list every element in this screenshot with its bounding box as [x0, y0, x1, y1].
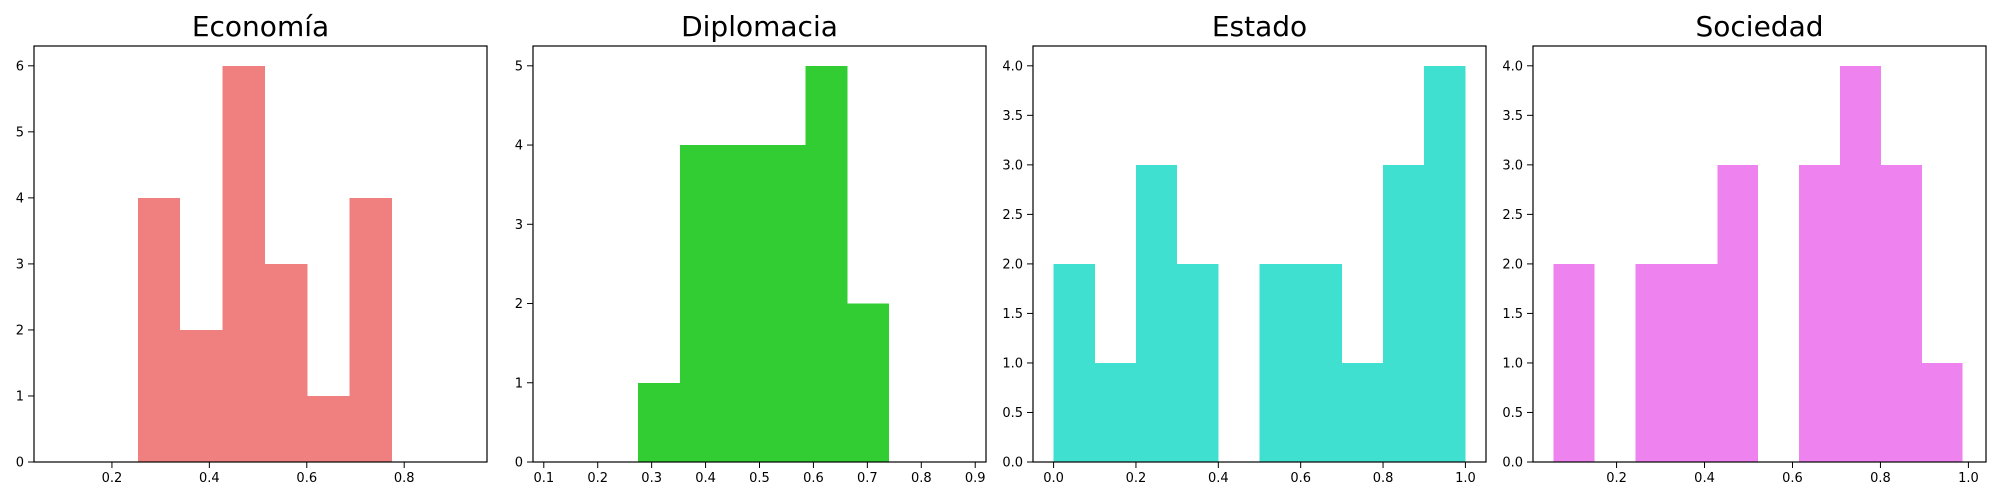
chart-panel-1: Economía 0.2 0.4 0.6 0.8 0 1 2 3 4 5 6: [16, 10, 488, 486]
chart-title: Diplomacia: [681, 10, 838, 43]
histogram-bar: [680, 145, 722, 463]
x-tick-label: 0.2: [1606, 471, 1627, 486]
x-tick-label: 0.6: [803, 471, 824, 486]
y-tick-label: 1.5: [1502, 307, 1523, 322]
histogram-bar: [1259, 263, 1301, 462]
histogram-bar: [137, 197, 181, 462]
x-tick-label: 0.8: [1870, 471, 1891, 486]
y-tick-label: 4: [515, 139, 523, 154]
chart-title: Estado: [1212, 10, 1307, 43]
y-tick-label: 3.0: [1502, 158, 1523, 173]
y-tick-label: 2.5: [1502, 208, 1523, 223]
y-tick-label: 0.0: [1002, 456, 1023, 471]
y-tick-label: 2.0: [1502, 257, 1523, 272]
y-tick-label: 0.0: [1502, 456, 1523, 471]
histogram-bar: [805, 65, 848, 463]
y-tick-label: 5: [515, 59, 523, 74]
y-tick-label: 0.5: [1002, 406, 1023, 421]
histogram-bar: [763, 145, 806, 463]
histogram-bar: [264, 263, 308, 462]
histogram-bar: [349, 197, 393, 462]
chart-panel-4: Sociedad 0.2 0.4 0.6 0.8 1.0 0.0 0.5 1.0 1.5 2.0 2.…: [1502, 10, 1987, 486]
axes-frame: [33, 45, 488, 463]
histogram-bar: [1177, 263, 1219, 462]
histogram-bar: [1341, 362, 1384, 462]
x-tick-label: 0.2: [1126, 471, 1147, 486]
y-tick-label: 3: [515, 218, 523, 233]
x-tick-label: 1.0: [1455, 471, 1476, 486]
x-tick-label: 0.3: [641, 471, 662, 486]
y-tick-label: 3.0: [1002, 158, 1023, 173]
y-tick-label: 4: [16, 191, 24, 206]
x-tick-label: 0.4: [695, 471, 716, 486]
y-tick-label: 1.5: [1002, 307, 1023, 322]
y-tick-label: 2.5: [1002, 208, 1023, 223]
histogram-bar: [638, 382, 681, 462]
x-tick-label: 0.4: [1208, 471, 1229, 486]
y-tick-label: 5: [16, 125, 24, 140]
histogram-bar: [1880, 164, 1922, 462]
histogram-bar: [1676, 263, 1718, 462]
histogram-bar: [180, 329, 223, 462]
histogram-bar: [1635, 263, 1677, 462]
histogram-bar: [222, 65, 265, 463]
x-tick-label: 0.8: [1373, 471, 1394, 486]
histogram-bar: [1799, 164, 1840, 462]
x-tick-label: 0.1: [533, 471, 554, 486]
y-tick-label: 3.5: [1002, 109, 1023, 124]
x-tick-label: 0.4: [199, 471, 220, 486]
y-tick-label: 3.5: [1502, 109, 1523, 124]
x-tick-label: 0.2: [102, 471, 123, 486]
histogram-bar: [721, 145, 764, 463]
x-tick-label: 0.5: [749, 471, 770, 486]
y-tick-label: 6: [16, 59, 24, 74]
x-tick-label: 0.9: [965, 471, 986, 486]
histogram-bar: [1300, 263, 1342, 462]
x-tick-label: 0.7: [857, 471, 878, 486]
x-tick-label: 0.4: [1694, 471, 1715, 486]
chart-panel-3: Estado 0.0 0.2 0.4 0.6 0.8 1.0 0.0 0.5 1.0 1.5 2.0 2…: [1002, 10, 1487, 486]
y-tick-label: 4.0: [1502, 59, 1523, 74]
histogram-bar: [1135, 164, 1178, 462]
histogram-bar: [1717, 164, 1759, 462]
histogram-bar: [1839, 65, 1881, 463]
x-tick-label: 0.2: [587, 471, 608, 486]
histogram-bar: [847, 303, 889, 462]
x-tick-label: 0.0: [1043, 471, 1064, 486]
y-tick-label: 2: [515, 297, 523, 312]
y-tick-label: 0.5: [1502, 406, 1523, 421]
histogram-bar: [1553, 263, 1595, 462]
y-tick-label: 1.0: [1002, 356, 1023, 371]
y-tick-label: 1: [16, 389, 24, 404]
axes-frame: [1032, 45, 1487, 463]
chart-panel-2: Diplomacia 0.1 0.2 0.3 0.4 0.5 0.6 0.7 0.8 0.9 0 1 2…: [515, 10, 987, 486]
histogram-bar: [307, 395, 350, 462]
y-tick-label: 4.0: [1002, 59, 1023, 74]
histogram-bar: [1383, 164, 1425, 462]
y-tick-label: 2.0: [1002, 257, 1023, 272]
axes-frame: [1532, 45, 1987, 463]
y-tick-label: 0: [16, 456, 24, 471]
y-tick-label: 0: [515, 456, 523, 471]
chart-title: Sociedad: [1695, 10, 1823, 43]
y-tick-label: 2: [16, 323, 24, 338]
x-tick-label: 0.6: [296, 471, 317, 486]
x-tick-label: 0.6: [1782, 471, 1803, 486]
histogram-bar: [1921, 362, 1963, 462]
y-tick-label: 1.0: [1502, 356, 1523, 371]
x-tick-label: 0.8: [911, 471, 932, 486]
x-tick-label: 1.0: [1958, 471, 1979, 486]
chart-title: Economía: [192, 10, 329, 43]
histogram-bar: [1424, 65, 1466, 463]
y-tick-label: 1: [515, 376, 523, 391]
histogram-bar: [1053, 263, 1095, 462]
x-tick-label: 0.8: [394, 471, 415, 486]
x-tick-label: 0.6: [1290, 471, 1311, 486]
histogram-bar: [1094, 362, 1136, 462]
y-tick-label: 3: [16, 257, 24, 272]
